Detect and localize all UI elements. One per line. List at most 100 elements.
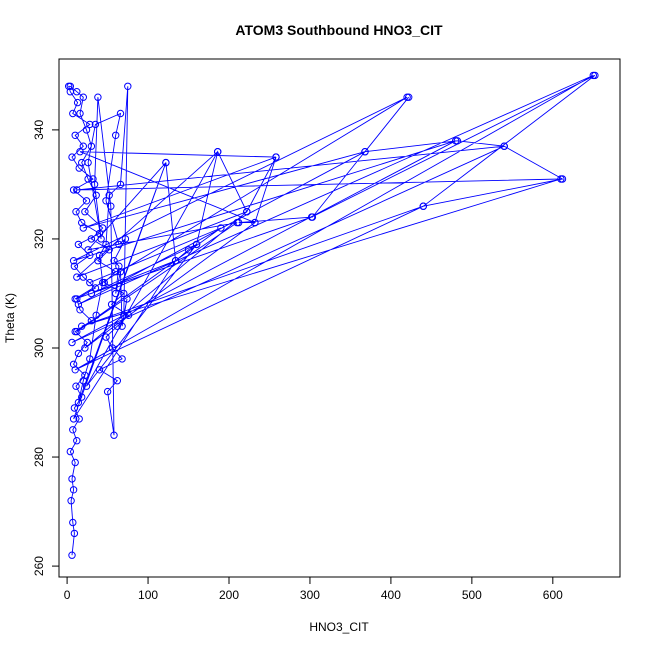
data-point <box>71 458 79 467</box>
data-point <box>84 246 92 254</box>
data-point <box>89 175 97 183</box>
x-tick-label: 0 <box>64 588 71 602</box>
data-point <box>113 322 122 330</box>
data-point <box>84 158 92 167</box>
data-point <box>66 82 75 91</box>
x-tick-label: 500 <box>462 588 482 602</box>
data-point <box>112 131 120 140</box>
data-point <box>86 278 94 287</box>
data-point <box>90 180 99 189</box>
data-point <box>74 398 83 407</box>
data-point <box>67 497 75 505</box>
data-point <box>113 377 122 385</box>
data-point <box>307 213 316 221</box>
data-point <box>116 180 125 189</box>
data-point <box>68 338 76 347</box>
data-point <box>112 268 120 276</box>
data-point <box>171 257 180 265</box>
data-point <box>87 235 96 243</box>
data-point <box>110 257 118 265</box>
x-tick-label: 200 <box>219 588 239 602</box>
data-point <box>214 148 222 156</box>
data-point <box>120 289 128 298</box>
data-point <box>86 355 94 363</box>
data-point <box>110 431 118 439</box>
data-point <box>69 257 78 265</box>
data-point <box>78 393 86 401</box>
data-point <box>99 224 107 232</box>
data-point <box>112 289 120 298</box>
data-point <box>102 333 110 341</box>
data-point <box>73 327 81 336</box>
chart-title: ATOM3 Southbound HNO3_CIT <box>235 22 443 38</box>
data-point <box>68 153 76 161</box>
data-point <box>87 142 96 150</box>
data-point <box>243 208 251 216</box>
data-point <box>71 366 79 374</box>
data-point <box>91 284 100 292</box>
data-point <box>82 382 91 390</box>
data-point <box>81 371 89 379</box>
data-point <box>107 300 116 309</box>
data-point <box>118 322 126 330</box>
data-point <box>66 447 75 456</box>
data-point <box>72 382 80 390</box>
data-point <box>121 235 130 243</box>
data-point <box>78 322 86 330</box>
data-point <box>81 344 89 352</box>
data-point <box>79 93 88 101</box>
data-point <box>94 93 102 101</box>
data-point <box>69 518 77 527</box>
data-point <box>71 295 79 303</box>
data-point <box>76 148 84 156</box>
data-point <box>95 366 104 374</box>
data-point <box>361 148 369 156</box>
y-tick-label: 280 <box>32 447 46 467</box>
x-axis: 0 100 200 300 400 500 600 <box>64 576 563 602</box>
data-point <box>79 142 88 150</box>
data-point <box>74 240 83 249</box>
data-point <box>73 437 81 445</box>
data-point <box>102 240 110 249</box>
data-point <box>233 218 241 227</box>
data-point <box>251 218 259 227</box>
data-point <box>184 246 193 254</box>
data-point <box>68 551 76 559</box>
data-point <box>84 175 92 183</box>
data-point <box>73 88 81 96</box>
data-point <box>70 262 79 270</box>
data-point <box>115 262 123 270</box>
data-point <box>82 197 91 205</box>
data-point <box>95 229 104 238</box>
data-point <box>589 71 597 80</box>
plot-area <box>65 71 599 559</box>
data-point <box>103 387 112 396</box>
y-tick-label: 320 <box>32 229 46 249</box>
data-point <box>79 377 88 385</box>
data-point <box>120 311 128 319</box>
y-tick-label: 260 <box>32 556 46 576</box>
data-point <box>108 344 117 352</box>
data-point <box>403 93 411 101</box>
data-point <box>87 289 96 298</box>
data-point <box>74 349 83 358</box>
data-point <box>69 486 78 494</box>
data-point <box>69 360 78 368</box>
data-point <box>272 153 280 161</box>
data-point <box>124 82 132 91</box>
y-tick-label: 300 <box>32 338 46 358</box>
data-point <box>105 246 113 254</box>
series-line <box>68 74 596 556</box>
y-tick-label: 340 <box>32 120 46 140</box>
data-point <box>86 120 94 129</box>
data-point <box>73 186 81 194</box>
data-point <box>73 273 81 281</box>
data-point <box>87 317 96 325</box>
data-point <box>92 311 100 319</box>
data-point <box>124 311 133 319</box>
data-point <box>69 415 78 423</box>
data-point <box>79 224 88 232</box>
data-point <box>116 268 125 276</box>
data-point <box>76 109 84 118</box>
